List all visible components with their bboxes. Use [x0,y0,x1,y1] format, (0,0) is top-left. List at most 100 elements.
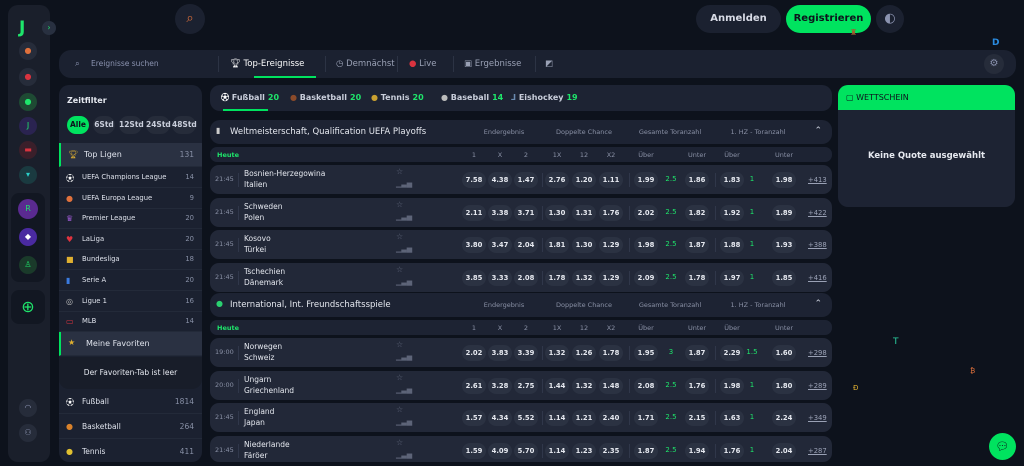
goal-line[interactable]: 1 [749,207,755,216]
odds-button[interactable]: 1.32 [572,269,596,286]
odds-button[interactable]: 2.61 [462,377,486,394]
odds-button[interactable]: 1.21 [572,410,596,426]
sport-tab[interactable]: ᒧ Eishockey 19 [511,85,578,111]
sidebar-item-league[interactable]: ● UEFA Europa League 9 [59,188,202,209]
favorite-star-icon[interactable]: ☆ [396,340,404,349]
favorite-star-icon[interactable]: ☆ [396,405,404,414]
sidebar-item-league[interactable]: ⚽︎ UEFA Champions League 14 [59,167,202,188]
odds-button[interactable]: 1.59 [462,442,486,459]
odds-button[interactable]: 2.09 [634,269,658,286]
odds-button[interactable]: 2.15 [685,410,709,426]
sidebar-item-sport[interactable]: ● Basketball 264 [59,414,202,439]
odds-button[interactable]: 1.93 [772,237,796,253]
odds-button[interactable]: 2.76 [545,172,569,188]
bet-history-icon[interactable]: ◩ [545,59,554,69]
bookmark-icon[interactable]: ▾ [19,166,37,184]
tab-upcoming[interactable]: ◷ Demnächst [336,50,395,78]
odds-button[interactable]: 2.04 [514,237,538,253]
odds-button[interactable]: 4.38 [488,172,512,188]
goal-line[interactable]: 2.5 [665,175,677,183]
odds-button[interactable]: 7.58 [462,172,486,188]
sidebar-item-league[interactable]: ♛ Premier League 20 [59,208,202,230]
odds-button[interactable]: 3.85 [462,269,486,286]
odds-button[interactable]: 1.80 [772,377,796,394]
match-row[interactable]: 21:45 Schweden Polen ☆ ▁▃▅ 2.11 3.38 3.71 1… [210,197,832,227]
odds-button[interactable]: 1.26 [572,345,596,361]
more-markets-link[interactable]: +413 [808,176,827,184]
odds-button[interactable]: 2.08 [634,377,658,394]
chat-button[interactable]: 💬︎ [989,433,1016,460]
sidebar-item-favorites[interactable]: ★ Meine Favoriten [59,332,202,356]
bag-plus-icon[interactable]: ⊕ [11,290,45,324]
odds-button[interactable]: 1.81 [545,237,569,253]
odds-button[interactable]: 2.29 [720,345,744,361]
odds-button[interactable]: 3.83 [488,345,512,361]
goal-line[interactable]: 2.5 [665,413,677,421]
vip-icon[interactable]: ♙ [19,256,37,274]
stats-bar-chart-icon[interactable]: ▁▃▅ [396,245,413,253]
odds-button[interactable]: 1.60 [772,345,796,361]
goal-line[interactable]: 3 [668,348,674,356]
jackpot-icon[interactable]: J [19,117,37,135]
odds-button[interactable]: 1.14 [545,410,569,426]
odds-button[interactable]: 5.52 [514,410,538,426]
odds-button[interactable]: 1.98 [634,237,658,253]
odds-button[interactable]: 1.30 [572,237,596,253]
goal-line[interactable]: 2.5 [665,445,677,454]
odds-button[interactable]: 1.92 [720,204,744,221]
odds-button[interactable]: 3.28 [488,377,512,394]
odds-button[interactable]: 4.34 [488,410,512,426]
odds-button[interactable]: 3.38 [488,204,512,221]
odds-button[interactable]: 1.97 [720,269,744,286]
odds-button[interactable]: 1.29 [599,237,623,253]
odds-button[interactable]: 3.47 [488,237,512,253]
register-button[interactable]: Registrieren [786,5,871,33]
odds-button[interactable]: 1.78 [685,269,709,286]
odds-button[interactable]: 2.02 [462,345,486,361]
more-markets-link[interactable]: +388 [808,241,827,249]
favorite-star-icon[interactable]: ☆ [396,264,404,274]
odds-button[interactable]: 2.11 [462,204,486,221]
goal-line[interactable]: 2.5 [665,207,677,216]
odds-button[interactable]: 1.31 [572,204,596,221]
match-row[interactable]: 20:00 Ungarn Griechenland ☆ ▁▃▅ 2.61 3.28… [210,370,832,400]
tab-top-events[interactable]: 🏆︎ Top-Ereignisse [230,50,304,78]
odds-button[interactable]: 1.78 [545,269,569,286]
league-section-header[interactable]: ▮ Weltmeisterschaft, Qualification UEFA … [210,120,832,144]
match-row[interactable]: 21:45 Bosnien-Herzegowina Italien ☆ ▁▃▅ … [210,165,832,194]
odds-button[interactable]: 1.29 [599,269,623,286]
sidebar-item-league[interactable]: ♥ LaLiga 20 [59,229,202,250]
more-markets-link[interactable]: +289 [808,381,827,390]
sport-tab[interactable]: ● Tennis 20 [371,85,424,111]
more-markets-link[interactable]: +287 [808,446,827,455]
sidebar-item-top-leagues[interactable]: 🏆︎ Top Ligen 131 [59,143,202,167]
odds-button[interactable]: 1.71 [634,410,658,426]
match-row[interactable]: 19:00 Norwegen Schweiz ☆ ▁▃▅ 2.02 3.83 3.3… [210,338,832,367]
goal-line[interactable]: 1 [749,380,755,389]
odds-button[interactable]: 1.78 [599,345,623,361]
filter-24h[interactable]: 24Std [146,116,171,134]
more-markets-link[interactable]: +422 [808,208,827,217]
odds-button[interactable]: 1.87 [685,345,709,361]
odds-button[interactable]: 1.76 [720,442,744,459]
goal-line[interactable]: 2.5 [665,272,677,281]
odds-button[interactable]: 1.94 [685,442,709,459]
casino-icon[interactable]: ● [19,42,37,60]
collapse-chevron-icon[interactable]: ⌃ [814,126,822,136]
filter-6h[interactable]: 6Std [93,116,115,134]
sidebar-item-sport[interactable]: ⚽︎ Fußball 1814 [59,389,202,414]
odds-button[interactable]: 1.85 [772,269,796,286]
odds-button[interactable]: 2.04 [772,442,796,459]
odds-button[interactable]: 1.11 [599,172,623,188]
collapse-chevron-icon[interactable]: ⌃ [814,299,822,309]
users-icon[interactable]: ⚇ [19,424,37,442]
bonus-icon[interactable]: ◆ [19,228,37,246]
odds-button[interactable]: 1.83 [720,172,744,188]
filter-all[interactable]: Alle [67,116,89,134]
sport-tab[interactable]: ● Baseball 14 [441,85,503,111]
language-globe-icon[interactable]: ◐ [876,5,904,33]
odds-button[interactable]: 1.44 [545,377,569,394]
stats-bar-chart-icon[interactable]: ▁▃▅ [396,180,413,188]
odds-button[interactable]: 3.71 [514,204,538,221]
goal-line[interactable]: 1 [749,413,755,421]
